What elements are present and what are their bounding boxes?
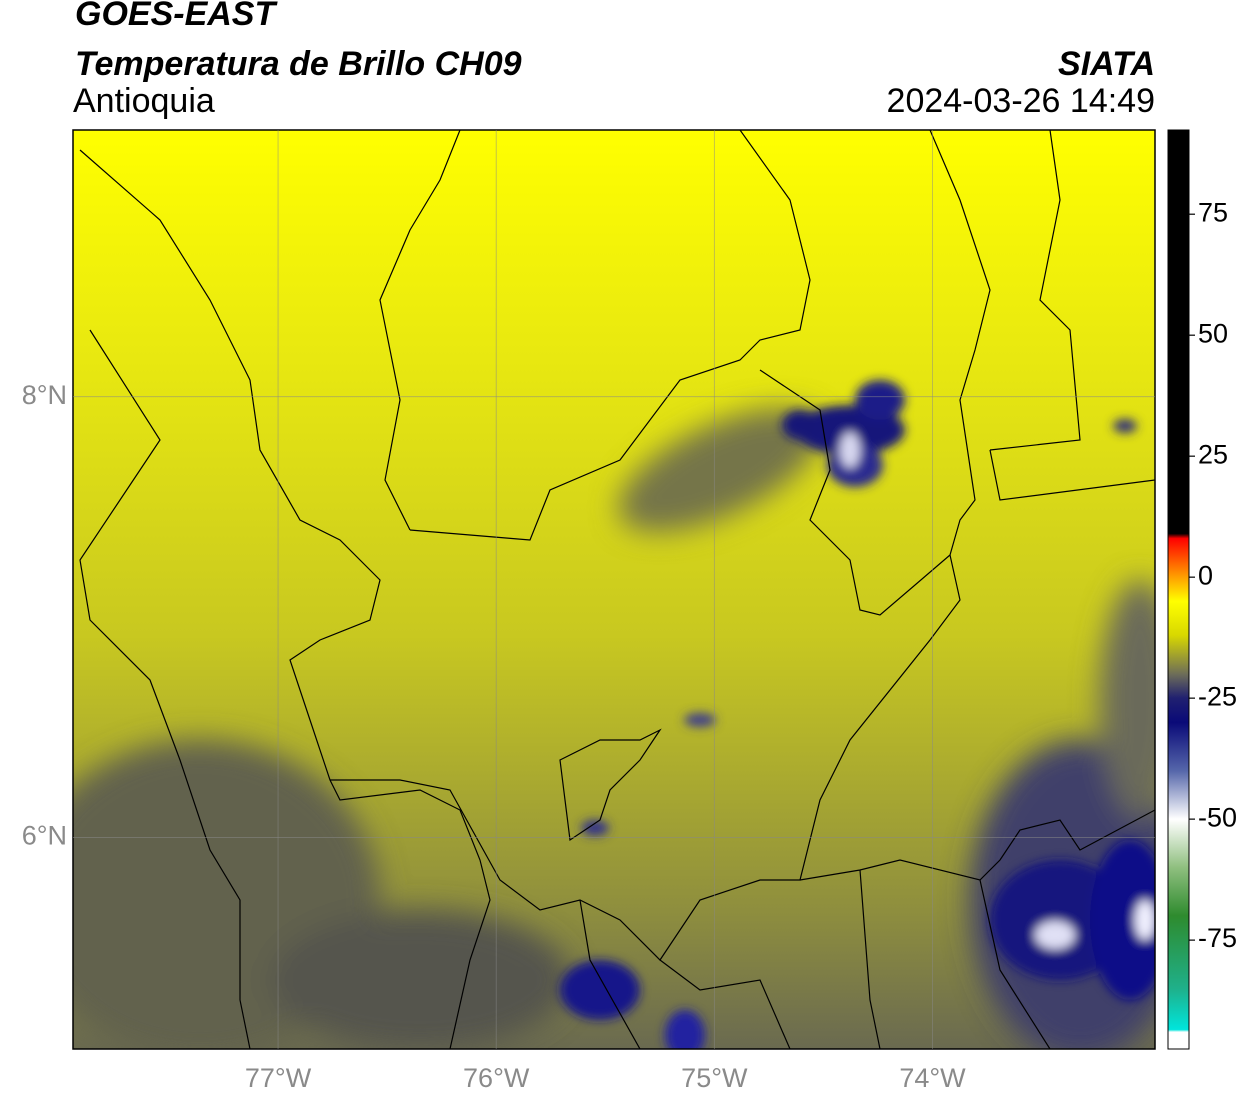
x-tick-label: 77°W — [245, 1063, 312, 1093]
region: Antioquia — [73, 82, 215, 120]
x-tick-label: 75°W — [681, 1063, 748, 1093]
colorbar-tick-label: 50 — [1198, 318, 1228, 348]
colorbar-tick-label: 0 — [1198, 560, 1213, 590]
colorbar-tick-label: 25 — [1198, 439, 1228, 469]
colorbar-tick-label: -50 — [1198, 802, 1237, 832]
colorbar — [1167, 129, 1190, 1050]
datetime: 2024-03-26 14:49 — [887, 82, 1155, 120]
colorbar-tick-label: -25 — [1198, 681, 1237, 711]
colorbar-tick-label: -75 — [1198, 923, 1237, 953]
map-frame — [72, 129, 1156, 1050]
x-tick-label: 74°W — [899, 1063, 966, 1093]
title: GOES-EAST — [75, 0, 278, 33]
source: SIATA — [1058, 45, 1155, 83]
y-tick-label: 6°N — [22, 821, 67, 851]
x-tick-label: 76°W — [463, 1063, 530, 1093]
map-imagery — [73, 130, 1155, 1049]
subtitle: Temperatura de Brillo CH09 — [75, 45, 522, 83]
y-tick-label: 8°N — [22, 380, 67, 410]
colorbar-tick-label: 75 — [1198, 197, 1228, 227]
